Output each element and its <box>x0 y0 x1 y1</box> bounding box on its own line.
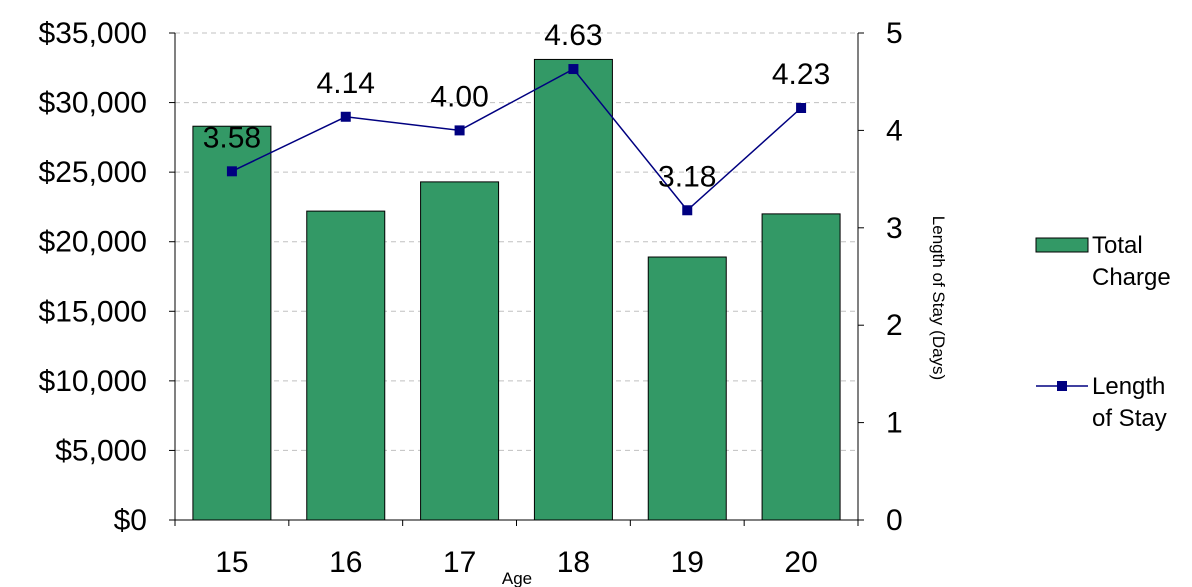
x-axis-ticks: 15 16 17 18 19 20 <box>174 520 859 579</box>
right-y-axis-label: Length of Stay (Days) <box>929 216 948 380</box>
x-axis-label: Age <box>502 569 532 587</box>
line-data-labels: 3.58 4.14 4.00 4.63 3.18 4.23 <box>203 19 831 193</box>
legend-label-length-of-stay-line2: of Stay <box>1092 405 1167 432</box>
bar-series-total-charge <box>192 58 841 521</box>
right-tick-label: 0 <box>886 504 903 537</box>
right-y-axis-ticks: 0 1 2 3 4 5 <box>858 17 903 537</box>
right-tick-label: 4 <box>886 114 903 147</box>
x-tick-label: 16 <box>329 546 362 579</box>
right-tick-label: 2 <box>886 309 903 342</box>
line-series-length-of-stay <box>226 64 807 216</box>
gridlines <box>175 102 858 451</box>
point-19 <box>682 205 693 216</box>
point-15 <box>226 166 237 177</box>
legend-marker-length-of-stay <box>1057 381 1067 391</box>
point-17 <box>454 125 465 136</box>
axes <box>174 32 859 521</box>
x-tick-label: 15 <box>215 546 248 579</box>
right-tick-label: 5 <box>886 17 903 50</box>
data-label-17: 4.00 <box>430 80 488 113</box>
x-tick-label: 20 <box>784 546 817 579</box>
point-16 <box>340 111 351 122</box>
left-tick-label: $10,000 <box>39 365 147 398</box>
bar-20 <box>761 213 841 521</box>
legend-label-total-charge-line2: Charge <box>1092 264 1171 291</box>
length-of-stay-line <box>231 68 802 212</box>
bar-17 <box>420 181 500 521</box>
legend-label-total-charge-line1: Total <box>1092 232 1143 259</box>
point-18 <box>568 64 579 75</box>
data-label-18: 4.63 <box>544 19 602 52</box>
left-y-axis-ticks: $0 $5,000 $10,000 $15,000 $20,000 $25,000 $30,… <box>39 17 175 537</box>
data-label-16: 4.14 <box>317 67 375 100</box>
bar-19 <box>647 256 727 521</box>
legend-label-length-of-stay-line1: Length <box>1092 373 1165 400</box>
point-20 <box>796 102 807 113</box>
right-tick-label: 1 <box>886 407 903 440</box>
left-tick-label: $15,000 <box>39 295 147 328</box>
bar-16 <box>306 210 386 521</box>
legend: Total Charge Length of Stay <box>1035 232 1171 432</box>
left-tick-label: $25,000 <box>39 156 147 189</box>
left-tick-label: $5,000 <box>55 434 147 467</box>
data-label-19: 3.18 <box>658 160 716 193</box>
data-label-15: 3.58 <box>203 121 261 154</box>
right-tick-label: 3 <box>886 212 903 245</box>
left-tick-label: $0 <box>114 504 147 537</box>
x-tick-label: 18 <box>557 546 590 579</box>
x-tick-label: 17 <box>443 546 476 579</box>
x-tick-label: 19 <box>671 546 704 579</box>
left-tick-label: $30,000 <box>39 87 147 120</box>
data-label-20: 4.23 <box>772 58 830 91</box>
left-tick-label: $20,000 <box>39 226 147 259</box>
left-tick-label: $35,000 <box>39 17 147 50</box>
legend-swatch-total-charge <box>1035 237 1089 253</box>
bar-18 <box>533 58 613 521</box>
bar-15 <box>192 125 272 521</box>
